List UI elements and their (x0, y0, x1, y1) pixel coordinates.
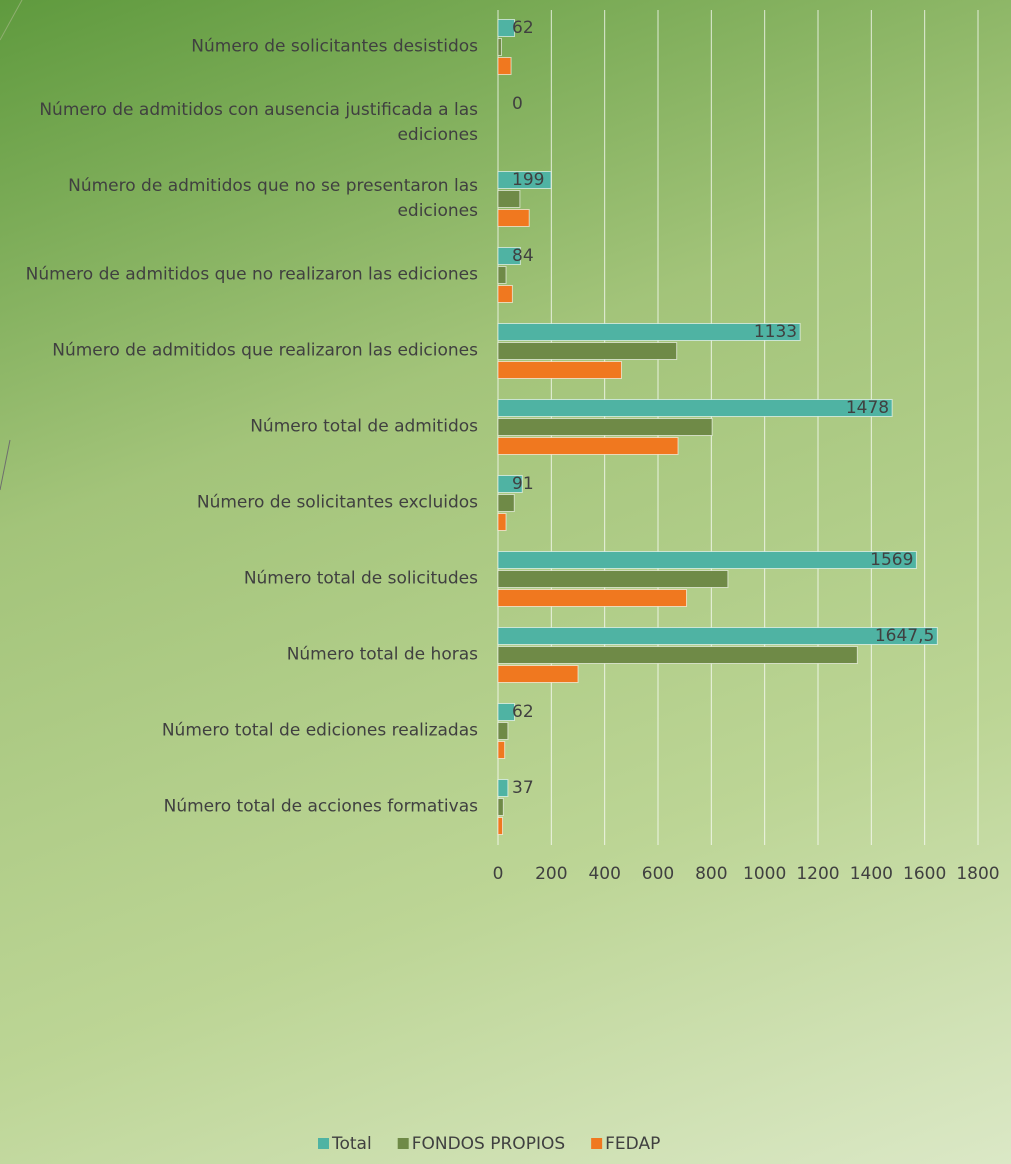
bar (497, 247, 521, 265)
legend-label: FONDOS PROPIOS (412, 1134, 565, 1154)
data-label: 0 (512, 94, 523, 114)
bar (497, 646, 858, 664)
bar (497, 589, 688, 607)
bar (497, 38, 502, 56)
category-label: Número total de horas (286, 644, 478, 665)
bar (497, 57, 512, 75)
bar (497, 475, 523, 493)
bar (497, 190, 521, 208)
data-label: 62 (512, 702, 534, 722)
x-tick-label: 0 (493, 864, 504, 884)
data-label: 62 (512, 18, 534, 38)
bar (497, 513, 507, 531)
x-tick-label: 200 (535, 864, 567, 884)
bar (497, 551, 917, 569)
category-label: Número total de solicitudes (243, 568, 478, 589)
bar (497, 817, 504, 835)
bar (497, 361, 622, 379)
category-label: Número de admitidos con ausencia justifi… (39, 100, 478, 145)
bar (497, 494, 515, 512)
x-tick-label: 400 (588, 864, 620, 884)
bar (497, 171, 552, 189)
legend-swatch (318, 1138, 329, 1149)
bar (497, 722, 509, 740)
x-tick-label: 800 (695, 864, 727, 884)
bar (497, 779, 509, 797)
legend-label: Total (331, 1134, 372, 1154)
x-tick-label: 600 (642, 864, 674, 884)
bar (497, 418, 713, 436)
category-label: Número total de acciones formativas (163, 796, 478, 817)
data-label: 84 (512, 246, 534, 266)
category-label: Número de admitidos que realizaron las e… (52, 340, 478, 361)
category-label: Número de solicitantes desistidos (191, 36, 478, 57)
data-label: 199 (512, 170, 544, 190)
bar (497, 209, 530, 227)
bar (497, 323, 801, 341)
category-label: Número total de ediciones realizadas (161, 720, 478, 741)
bar (497, 798, 504, 816)
bar (497, 285, 513, 303)
bar (497, 741, 506, 759)
bar (497, 399, 893, 417)
legend-label: FEDAP (605, 1134, 660, 1154)
legend-swatch (591, 1138, 603, 1149)
data-label: 1647,5 (875, 626, 934, 646)
data-label: 37 (512, 778, 534, 798)
bar (497, 703, 516, 721)
decor-line (0, 439, 11, 491)
bar (497, 19, 516, 37)
x-tick-label: 1800 (956, 864, 999, 884)
category-label: Número de admitidos que no se presentaro… (68, 176, 478, 221)
bar (497, 665, 579, 683)
data-label: 1569 (870, 550, 913, 570)
legend-swatch (397, 1138, 409, 1149)
bar (497, 342, 678, 360)
bar (497, 266, 507, 284)
data-label: 91 (512, 474, 534, 494)
x-tick-label: 1200 (796, 864, 839, 884)
category-label: Número de admitidos que no realizaron la… (25, 264, 478, 285)
data-label: 1478 (846, 398, 889, 418)
bar (497, 570, 729, 588)
decor-line (0, 0, 23, 41)
category-label: Número total de admitidos (250, 416, 478, 437)
bar (497, 437, 679, 455)
x-tick-label: 1400 (850, 864, 893, 884)
x-tick-label: 1000 (743, 864, 786, 884)
x-tick-label: 1600 (903, 864, 946, 884)
data-label: 1133 (754, 322, 797, 342)
category-label: Número de solicitantes excluidos (196, 492, 478, 513)
bar (497, 627, 938, 645)
